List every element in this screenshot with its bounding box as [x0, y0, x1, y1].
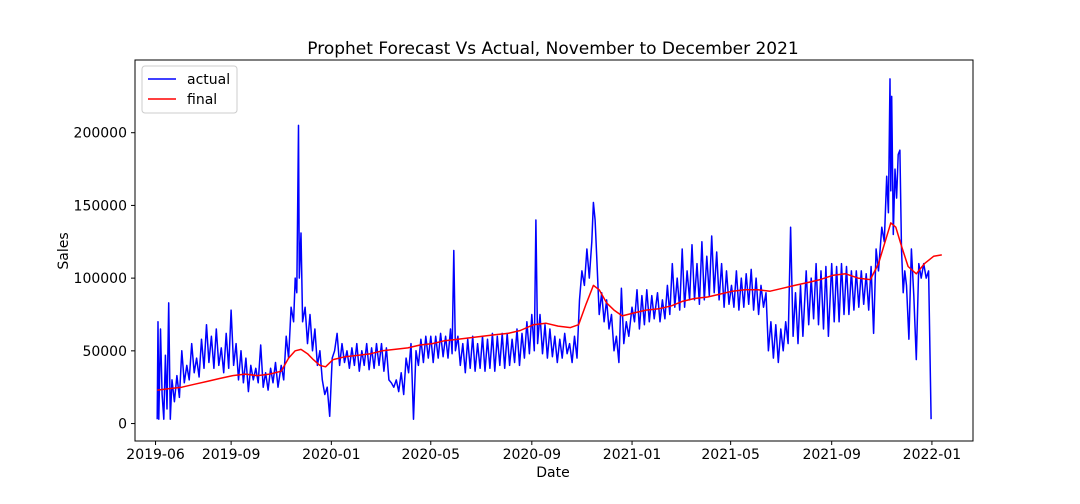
chart-title: Prophet Forecast Vs Actual, November to … [307, 39, 799, 59]
x-tick-label: 2021-09 [802, 447, 861, 463]
series-layer [156, 78, 942, 420]
y-axis-label: Sales [56, 232, 72, 269]
legend-label-final: final [187, 92, 217, 108]
legend-label-actual: actual [187, 72, 230, 88]
y-tick-label: 200000 [74, 126, 127, 142]
x-tick-label: 2020-05 [402, 447, 461, 463]
x-tick-label: 2022-01 [903, 447, 962, 463]
legend-box [141, 65, 238, 114]
plot-frame [134, 59, 974, 442]
y-tick-label: 150000 [74, 198, 127, 214]
y-tick-label: 100000 [74, 271, 127, 287]
legend: actual final [141, 65, 238, 114]
x-axis-label: Date [536, 465, 569, 481]
x-tick-label: 2019-09 [202, 447, 261, 463]
x-axis: 2019-06 2019-09 2020-01 2020-05 2020-09 2021-… [126, 441, 961, 463]
x-tick-label: 2021-01 [603, 447, 662, 463]
x-tick-label: 2021-05 [701, 447, 760, 463]
y-tick-label: 0 [118, 417, 127, 433]
y-tick-label: 50000 [82, 344, 127, 360]
x-tick-label: 2020-09 [503, 447, 562, 463]
x-tick-label: 2020-01 [302, 447, 361, 463]
series-line-final [157, 222, 942, 391]
y-axis: 0 50000 100000 150000 200000 [74, 126, 135, 433]
x-tick-label: 2019-06 [126, 447, 185, 463]
